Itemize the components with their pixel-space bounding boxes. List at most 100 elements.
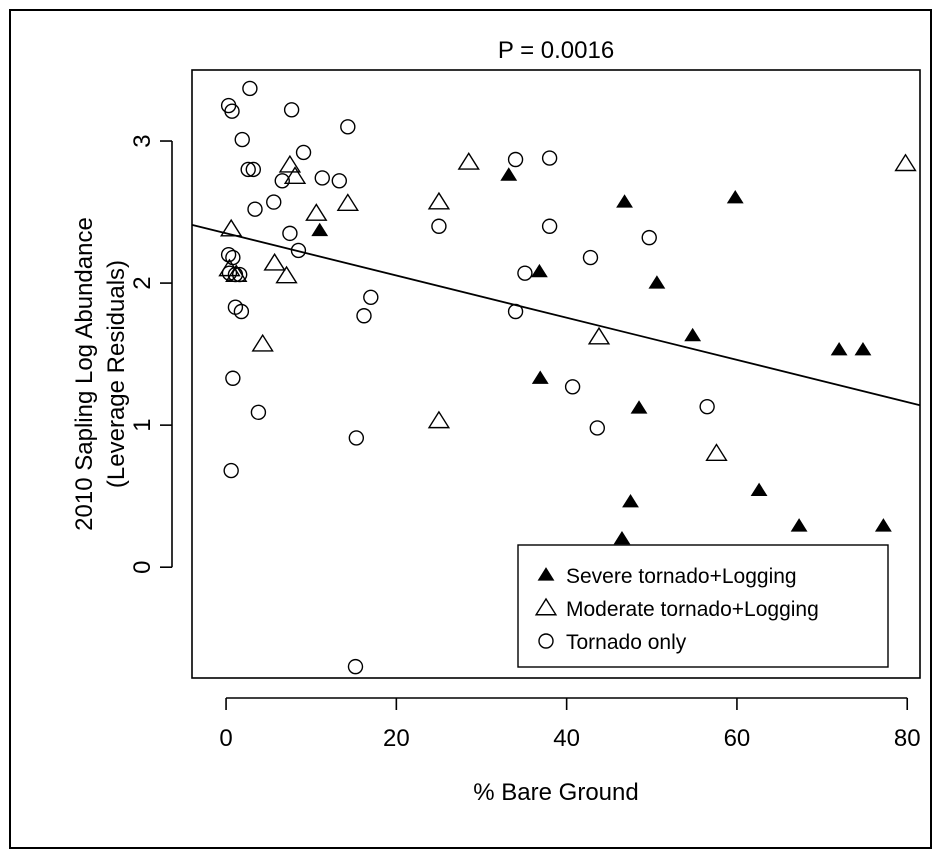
chart-title: P = 0.0016 <box>498 37 614 64</box>
triangle-point <box>283 166 307 184</box>
triangle-point <box>790 518 808 532</box>
plot-frame <box>191 69 921 679</box>
circle-point <box>240 161 256 178</box>
x-axis-label: % Bare Ground <box>473 779 638 806</box>
triangle-point <box>750 482 768 497</box>
circle-point <box>347 658 364 675</box>
circle-point <box>517 265 533 281</box>
circle-point <box>363 289 379 305</box>
circle-point <box>290 242 307 259</box>
x-axis: 0 20 40 60 80 <box>219 697 921 752</box>
circle-point <box>564 379 581 395</box>
triangle-point <box>854 342 872 356</box>
triangle-point <box>457 152 480 170</box>
triangle-point <box>311 222 329 237</box>
legend-symbol <box>537 567 555 581</box>
y-axis-label: 2010 Sapling Log Abundance (Leverage Res… <box>71 217 130 531</box>
circle-point <box>541 218 558 234</box>
circle-point <box>348 430 365 446</box>
triangle-point <box>648 275 666 289</box>
circle-point <box>231 266 248 283</box>
circle-point <box>245 161 262 178</box>
circle-point <box>507 303 524 320</box>
legend-box <box>517 544 889 668</box>
x-tick-label: 60 <box>724 725 751 752</box>
circle-point <box>314 170 330 186</box>
legend-label: Severe tornado+Logging <box>566 565 797 588</box>
circle-point <box>641 229 657 246</box>
triangle-point <box>336 193 359 211</box>
triangle-point <box>684 327 702 342</box>
triangle-point <box>613 530 631 545</box>
circle-point <box>250 404 267 421</box>
triangle-point <box>305 203 328 221</box>
triangle-point <box>275 265 298 284</box>
circle-point <box>247 201 263 217</box>
circle-point <box>225 370 241 386</box>
circle-point <box>541 150 558 166</box>
x-tick-label: 20 <box>383 725 410 752</box>
circle-point <box>582 249 599 266</box>
circle-point <box>356 308 372 324</box>
legend-symbol <box>534 597 558 616</box>
circle-point <box>224 103 240 119</box>
triangle-point <box>616 194 633 208</box>
triangle-point <box>530 263 548 278</box>
triangle-point <box>622 494 639 508</box>
legend: Severe tornado+Logging Moderate tornado+L… <box>517 544 889 668</box>
figure-border <box>9 9 932 849</box>
circle-point <box>225 249 241 266</box>
y-tick-label: 2 <box>129 276 156 289</box>
triangle-point <box>630 400 648 414</box>
x-tick-label: 40 <box>553 725 580 752</box>
triangle-point <box>705 443 728 462</box>
x-tick-label: 80 <box>894 725 921 752</box>
circle-point <box>282 225 298 242</box>
circle-point <box>234 131 250 148</box>
circle-point <box>227 266 244 283</box>
circle-point <box>221 265 238 281</box>
triangle-point <box>830 342 848 356</box>
data-points <box>218 80 917 675</box>
triangle-point <box>531 370 549 384</box>
circle-point <box>233 303 250 320</box>
triangle-point <box>587 326 611 345</box>
triangle-point <box>251 333 274 352</box>
y-axis-label-line-2: (Leverage Residuals) <box>103 260 130 488</box>
x-tick-label: 0 <box>219 725 232 752</box>
circle-point <box>340 119 356 135</box>
circle-point <box>266 194 282 210</box>
triangle-point <box>874 518 892 532</box>
triangle-point <box>427 191 451 210</box>
circle-point <box>699 398 715 415</box>
legend-label: Moderate tornado+Logging <box>566 598 819 621</box>
triangle-point <box>220 218 243 237</box>
y-tick-label: 3 <box>129 134 156 147</box>
triangle-point <box>427 410 451 429</box>
circle-point <box>220 246 237 263</box>
triangle-point <box>278 154 302 173</box>
y-axis-label-line-1: 2010 Sapling Log Abundance <box>71 217 98 531</box>
circle-point <box>295 144 312 161</box>
circle-point <box>507 151 524 168</box>
legend-symbol <box>538 633 554 649</box>
circle-point <box>274 173 290 189</box>
y-tick-label: 0 <box>129 561 156 574</box>
triangle-point <box>726 190 744 204</box>
y-tick-label: 1 <box>129 418 156 431</box>
circle-point <box>223 462 239 479</box>
circle-point <box>589 420 605 436</box>
triangle-point <box>894 153 917 172</box>
triangle-point <box>500 167 518 181</box>
y-axis: 0 1 2 3 <box>129 134 173 574</box>
legend-label: Tornado only <box>566 631 687 654</box>
triangle-point <box>263 252 286 271</box>
circle-point <box>283 102 300 118</box>
legend-items: Severe tornado+Logging Moderate tornado+L… <box>534 565 819 654</box>
circle-point <box>331 173 348 189</box>
regression-line <box>191 223 921 407</box>
circle-point <box>242 80 258 97</box>
circle-point <box>431 218 447 234</box>
